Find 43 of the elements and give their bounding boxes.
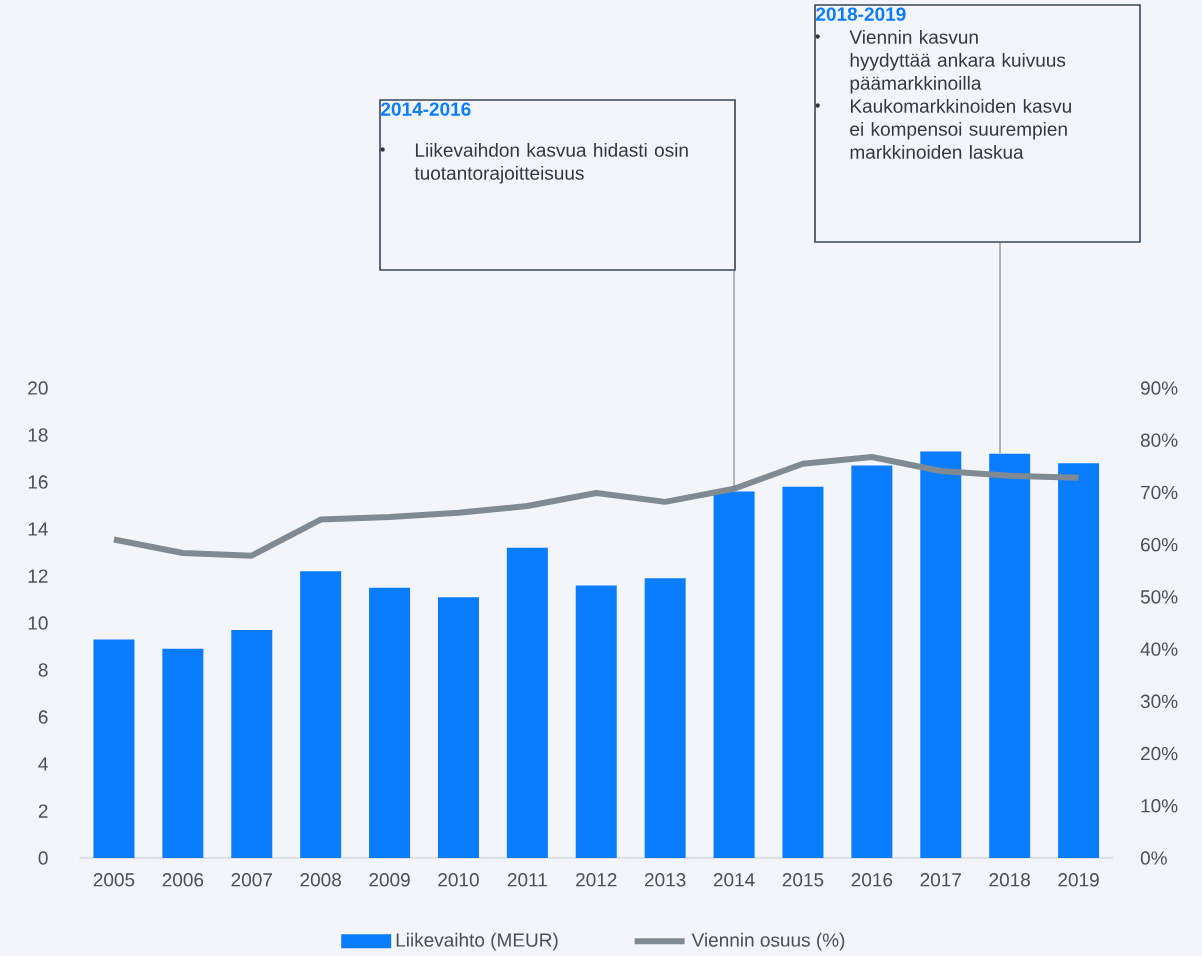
x-tick-label: 2016 — [851, 873, 893, 887]
text: Liikevaihdon kasvua hidasti osin tuotantorajoitteisuus — [414, 143, 688, 184]
x-tick-label: 2019 — [1058, 873, 1099, 887]
text: 2014-2016 — [381, 102, 471, 117]
y2-tick-label: 40% — [1140, 642, 1178, 657]
x-tick-label: 2018 — [989, 873, 1030, 887]
y2-tick-label: 50% — [1140, 590, 1178, 604]
y2-tick-label: 0% — [1140, 851, 1167, 865]
x-tick-label: 2015 — [782, 873, 824, 887]
y-tick-label: 0 — [38, 851, 48, 865]
x-tick-label: 2008 — [300, 873, 341, 887]
text: 2018-2019 — [816, 7, 906, 22]
y2-tick-label: 10% — [1141, 799, 1178, 813]
text: Viennin kasvun hyydyttää ankara kuivuus päämarkkinoilla — [849, 30, 1066, 94]
y2-tick-label: 20% — [1141, 747, 1178, 761]
y-tick-label: 2 — [38, 804, 48, 818]
x-tick-label: 2011 — [507, 873, 547, 887]
y2-tick-label: 60% — [1141, 538, 1178, 552]
x-tick-label: 2005 — [93, 873, 135, 887]
x-tick-label: 2013 — [644, 873, 686, 887]
y2-tick-label: 70% — [1141, 485, 1178, 500]
x-tick-label: 2009 — [369, 873, 410, 887]
y-tick-label: 18 — [28, 428, 48, 442]
legend-label: Liikevaihto (MEUR) — [396, 933, 558, 951]
y2-tick-label: 80% — [1140, 433, 1178, 448]
x-tick-label: 2014 — [713, 873, 755, 887]
x-tick-label: 2006 — [162, 873, 204, 887]
y-tick-label: 14 — [28, 522, 48, 536]
y-tick-label: 8 — [38, 663, 48, 677]
y-tick-label: 12 — [28, 569, 48, 583]
y2-tick-label: 30% — [1140, 694, 1178, 709]
y-tick-label: 16 — [28, 475, 48, 489]
legend-label: Viennin osuus (%) — [691, 933, 845, 951]
x-tick-label: 2007 — [231, 873, 272, 887]
y-tick-label: 4 — [38, 757, 48, 771]
x-tick-label: 2012 — [576, 873, 617, 887]
text: Kaukomarkkinoiden kasvu ei kompensoi suurempien markkinoiden laskua — [850, 99, 1071, 160]
y-tick-label: 20 — [28, 381, 48, 395]
y-tick-label: 10 — [28, 616, 48, 630]
y-tick-label: 6 — [38, 710, 48, 724]
x-tick-label: 2010 — [438, 873, 479, 887]
x-tick-label: 2017 — [920, 873, 961, 887]
y2-tick-label: 90% — [1140, 381, 1178, 395]
